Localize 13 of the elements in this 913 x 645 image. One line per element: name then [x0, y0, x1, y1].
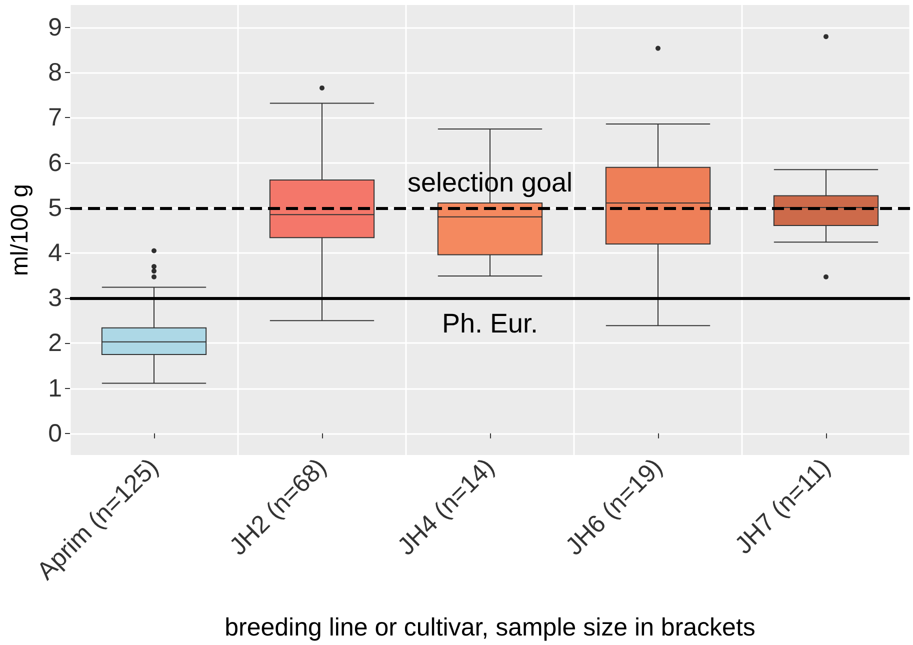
y-tick-label: 0	[48, 419, 62, 448]
x-axis-title: breeding line or cultivar, sample size in brackets	[224, 614, 756, 642]
y-tick-label: 3	[48, 284, 62, 312]
y-tick-label: 4	[48, 238, 62, 267]
y-tick-label: 1	[48, 374, 62, 402]
ref-line-label: Ph. Eur.	[442, 308, 538, 339]
y-tick-label: 9	[48, 14, 62, 42]
y-axis-title: ml/100 g	[6, 184, 34, 276]
y-tick-label: 2	[48, 329, 62, 358]
y-tick-label: 8	[48, 58, 62, 87]
y-tick-label: 7	[48, 104, 62, 132]
y-tick-label: 6	[48, 148, 62, 177]
y-tick-label: 5	[48, 194, 62, 222]
